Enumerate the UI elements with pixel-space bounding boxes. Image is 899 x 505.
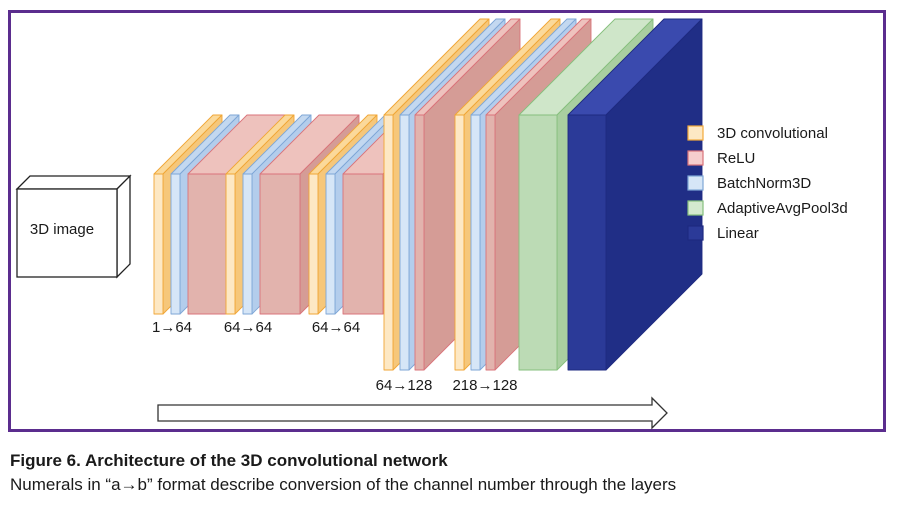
block-label-3: 64→64 [312,319,360,336]
legend: 3D convolutional ReLU BatchNorm3D Adapti… [687,125,848,242]
input-cube: 3D image [15,174,132,279]
legend-label-conv: 3D convolutional [717,125,828,142]
architecture-diagram: 3D image 1→64 64→64 64→64 64→128 218→128… [15,18,848,430]
legend-label-pool: AdaptiveAvgPool3d [717,200,848,217]
legend-label-batchnorm: BatchNorm3D [717,175,811,192]
linear-slab [567,18,703,371]
legend-label-relu: ReLU [717,150,755,167]
block-label-5: 218→128 [452,377,517,394]
legend-item-linear: Linear [687,225,759,242]
figure-caption-title: Figure 6. Architecture of the 3D convolu… [10,451,448,470]
legend-swatch [687,225,704,241]
legend-item-pool: AdaptiveAvgPool3d [687,200,848,217]
layer-stack [153,18,703,371]
legend-label-linear: Linear [717,225,759,242]
block-label-4: 64→128 [376,377,433,394]
block-label-2: 64→64 [224,319,272,336]
legend-swatch [687,150,704,166]
legend-item-conv: 3D convolutional [687,125,828,142]
legend-item-batchnorm: BatchNorm3D [687,175,811,192]
flow-arrow [157,396,668,430]
figure-caption-subtitle: Numerals in “a→b” format describe conver… [10,475,677,494]
input-label: 3D image [30,221,94,238]
legend-swatch [687,175,704,191]
legend-swatch [687,125,704,141]
figure-frame [8,10,886,432]
legend-item-relu: ReLU [687,150,755,167]
legend-swatch [687,200,704,216]
block-label-1: 1→64 [152,319,192,336]
